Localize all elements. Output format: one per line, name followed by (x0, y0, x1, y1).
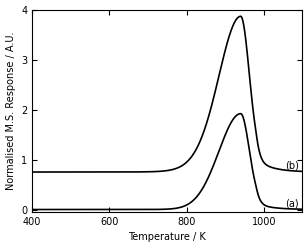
X-axis label: Temperature / K: Temperature / K (128, 232, 206, 243)
Y-axis label: Normalised M.S. Response / A.U.: Normalised M.S. Response / A.U. (6, 31, 16, 190)
Text: (b): (b) (285, 160, 298, 171)
Text: (a): (a) (285, 198, 298, 208)
